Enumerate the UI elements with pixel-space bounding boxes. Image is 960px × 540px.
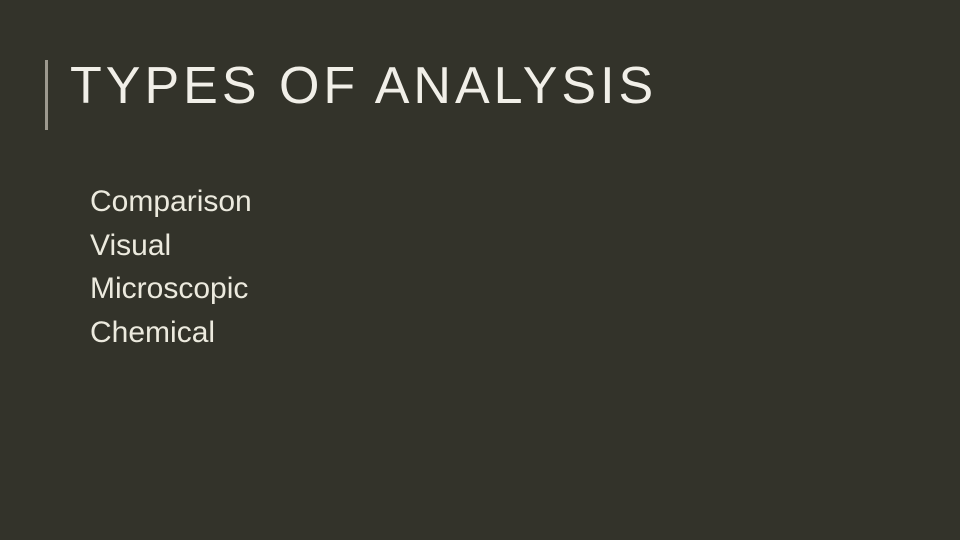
slide-body: Comparison Visual Microscopic Chemical bbox=[90, 180, 252, 354]
list-item: Microscopic bbox=[90, 267, 252, 311]
list-item: Comparison bbox=[90, 180, 252, 224]
list-item: Chemical bbox=[90, 311, 252, 355]
slide-title: TYPES OF ANALYSIS bbox=[70, 56, 657, 116]
slide: TYPES OF ANALYSIS Comparison Visual Micr… bbox=[0, 0, 960, 540]
title-divider bbox=[45, 60, 48, 130]
list-item: Visual bbox=[90, 224, 252, 268]
